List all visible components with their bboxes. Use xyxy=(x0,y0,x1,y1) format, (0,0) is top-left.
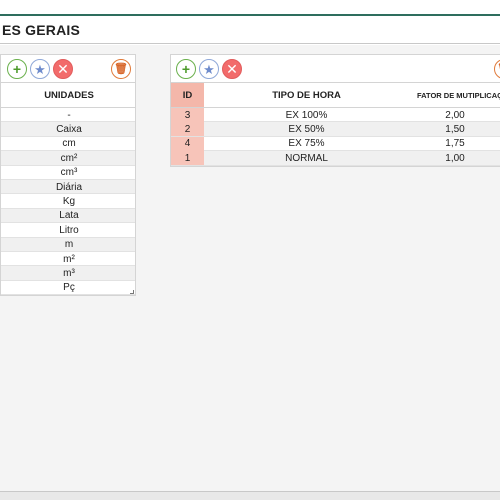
unit-cell: Caixa xyxy=(56,123,82,135)
resize-grip-icon[interactable] xyxy=(130,290,134,294)
units-panel: + ★ ✕ 🗑 UNIDADES - Caixa cm cm² cm³ Diária Kg L… xyxy=(0,54,136,296)
header-accent-line xyxy=(0,14,500,16)
table-row[interactable]: m³ xyxy=(1,266,135,281)
tipo-cell: EX 100% xyxy=(285,109,328,121)
page-title: ES GERAIS xyxy=(2,22,81,38)
table-row[interactable]: cm² xyxy=(1,151,135,166)
unit-cell: Lata xyxy=(59,210,79,222)
table-row[interactable]: Lata xyxy=(1,208,135,224)
table-row[interactable]: m² xyxy=(1,252,135,267)
unit-cell: m xyxy=(64,239,74,251)
table-row[interactable]: Diária xyxy=(1,180,135,195)
hours-header-row: ID TIPO DE HORA FATOR DE MUTIPLICAÇÃ xyxy=(171,82,500,108)
table-row[interactable]: cm³ xyxy=(1,166,135,180)
table-row[interactable]: Pç xyxy=(1,281,135,296)
table-row[interactable]: 4 EX 75% 1,75 xyxy=(171,136,500,152)
id-cell: 4 xyxy=(171,136,204,151)
fator-cell: 1,75 xyxy=(445,138,465,150)
unit-cell: - xyxy=(67,109,71,121)
star-icon[interactable]: ★ xyxy=(30,59,50,79)
hours-toolbar: + ★ ✕ 🗑 xyxy=(171,55,500,83)
column-header-unidades[interactable]: UNIDADES xyxy=(44,89,94,101)
table-row[interactable]: m xyxy=(1,237,135,252)
fator-cell: 2,00 xyxy=(445,109,465,121)
id-cell: 2 xyxy=(171,122,204,137)
tipo-cell: EX 50% xyxy=(288,123,325,135)
trash-icon[interactable]: 🗑 xyxy=(111,59,131,79)
unit-cell: Kg xyxy=(62,195,76,207)
unit-cell: m³ xyxy=(63,267,75,279)
column-header-fator[interactable]: FATOR DE MUTIPLICAÇÃ xyxy=(417,90,500,100)
hours-panel: + ★ ✕ 🗑 ID TIPO DE HORA FATOR DE MUTIPLI… xyxy=(170,54,500,167)
trash-icon[interactable]: 🗑 xyxy=(494,59,500,79)
add-icon[interactable]: + xyxy=(176,59,196,79)
table-row[interactable]: - xyxy=(1,108,135,123)
delete-icon[interactable]: ✕ xyxy=(53,59,73,79)
unit-cell: m² xyxy=(63,253,75,265)
table-row[interactable]: cm xyxy=(1,137,135,152)
fator-cell: 1,00 xyxy=(445,152,465,164)
fator-cell: 1,50 xyxy=(445,123,465,135)
column-header-id[interactable]: ID xyxy=(171,83,204,107)
unit-cell: Diária xyxy=(55,181,83,193)
header-bar: ES GERAIS xyxy=(0,16,500,44)
unit-cell: Litro xyxy=(59,224,79,236)
star-icon[interactable]: ★ xyxy=(199,59,219,79)
table-row[interactable]: Kg xyxy=(1,194,135,209)
table-row[interactable]: Caixa xyxy=(1,122,135,137)
unit-cell: cm xyxy=(62,138,76,150)
delete-icon[interactable]: ✕ xyxy=(222,59,242,79)
bottom-status-strip xyxy=(0,491,500,500)
tipo-cell: EX 75% xyxy=(288,138,325,150)
column-header-tipo-de-hora[interactable]: TIPO DE HORA xyxy=(272,89,341,101)
table-row[interactable]: Litro xyxy=(1,223,135,238)
table-row[interactable]: 1 NORMAL 1,00 xyxy=(171,151,500,166)
workspace: + ★ ✕ 🗑 UNIDADES - Caixa cm cm² cm³ Diária Kg L… xyxy=(0,45,500,491)
table-row[interactable]: 2 EX 50% 1,50 xyxy=(171,122,500,137)
unit-cell: cm³ xyxy=(60,167,78,179)
units-toolbar: + ★ ✕ 🗑 xyxy=(1,55,135,83)
id-cell: 3 xyxy=(171,108,204,122)
tipo-cell: NORMAL xyxy=(285,152,328,164)
add-icon[interactable]: + xyxy=(7,59,27,79)
id-cell: 1 xyxy=(171,151,204,166)
unit-cell: Pç xyxy=(63,282,75,294)
units-header-row: UNIDADES xyxy=(1,82,135,108)
unit-cell: cm² xyxy=(60,152,78,164)
table-row[interactable]: 3 EX 100% 2,00 xyxy=(171,108,500,123)
